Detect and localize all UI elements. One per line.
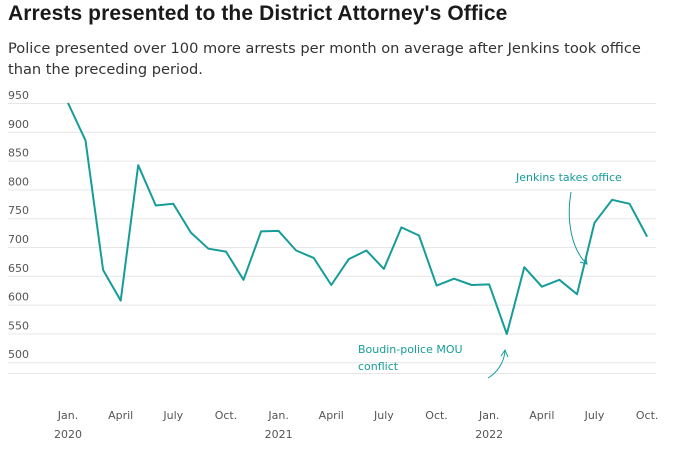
data-point-30 — [594, 222, 596, 224]
data-point-19 — [400, 226, 402, 228]
data-point-1 — [85, 139, 87, 141]
y-tick-label-800: 800 — [8, 175, 29, 188]
data-point-25 — [506, 333, 508, 335]
data-point-18 — [383, 268, 385, 270]
x-tick-year-2021: 2021 — [265, 428, 293, 441]
data-point-27 — [541, 286, 543, 288]
data-point-7 — [190, 232, 192, 234]
x-tick-year-2022: 2022 — [475, 428, 503, 441]
data-point-24 — [488, 283, 490, 285]
x-tick-label-1: April — [108, 409, 133, 422]
x-tick-label-7: Oct. — [425, 409, 448, 422]
x-tick-label-0: Jan. — [57, 409, 78, 422]
y-tick-label-850: 850 — [8, 147, 29, 160]
data-point-23 — [471, 284, 473, 286]
annotation-arrow-boudin — [487, 350, 506, 379]
y-tick-label-750: 750 — [8, 204, 29, 217]
x-tick-label-9: April — [529, 409, 554, 422]
x-tick-label-3: Oct. — [215, 409, 238, 422]
data-point-26 — [523, 266, 525, 268]
y-tick-label-900: 900 — [8, 118, 29, 131]
y-tick-label-700: 700 — [8, 233, 29, 246]
annotations: Jenkins takes office Boudin-police MOU c… — [358, 171, 622, 379]
annotation-jenkins-takes-office: Jenkins takes office — [515, 171, 622, 184]
data-point-10 — [243, 279, 245, 281]
data-point-6 — [172, 203, 174, 205]
y-axis-ticks: 500 550 600 650 700 750 800 850 900 950 — [8, 89, 29, 361]
data-point-31 — [611, 199, 613, 201]
y-tick-label-550: 550 — [8, 319, 29, 332]
data-point-17 — [365, 249, 367, 251]
data-point-8 — [207, 248, 209, 250]
series-line-arrests — [67, 102, 648, 335]
data-point-20 — [418, 234, 420, 236]
data-point-16 — [348, 258, 350, 260]
x-tick-label-4: Jan. — [267, 409, 288, 422]
x-axis-ticks: Jan. 2020 April July Oct. Jan. 2021 April July Oc… — [54, 409, 658, 441]
data-point-28 — [558, 279, 560, 281]
data-point-12 — [278, 230, 280, 232]
x-tick-label-2: July — [162, 409, 183, 422]
data-point-14 — [313, 257, 315, 259]
data-point-29 — [576, 293, 578, 295]
x-tick-year-2020: 2020 — [54, 428, 82, 441]
data-point-4 — [137, 164, 139, 166]
y-tick-label-950: 950 — [8, 89, 29, 102]
x-tick-label-5: April — [319, 409, 344, 422]
data-point-13 — [295, 249, 297, 251]
data-point-9 — [225, 251, 227, 253]
data-point-33 — [646, 236, 648, 238]
y-tick-label-500: 500 — [8, 348, 29, 361]
gridlines — [8, 103, 656, 374]
chart-title: Arrests presented to the District Attorn… — [8, 2, 508, 25]
data-point-32 — [629, 203, 631, 205]
data-point-15 — [330, 284, 332, 286]
data-point-11 — [260, 230, 262, 232]
x-tick-label-10: July — [584, 409, 605, 422]
annotation-arrow-jenkins — [568, 191, 588, 265]
data-point-22 — [453, 278, 455, 280]
data-point-3 — [120, 300, 122, 302]
data-point-21 — [436, 285, 438, 287]
data-point-2 — [102, 269, 104, 271]
arrowhead-jenkins — [579, 256, 588, 265]
data-point-0 — [67, 102, 69, 104]
x-tick-label-6: July — [373, 409, 394, 422]
y-tick-label-600: 600 — [8, 291, 29, 304]
x-tick-label-11: Oct. — [636, 409, 659, 422]
x-tick-label-8: Jan. — [478, 409, 499, 422]
data-point-5 — [155, 205, 157, 207]
annotation-boudin-line2: conflict — [358, 360, 399, 373]
chart-subtitle: Police presented over 100 more arrests p… — [8, 40, 641, 78]
y-tick-label-650: 650 — [8, 262, 29, 275]
arrowhead-boudin — [500, 348, 509, 358]
annotation-boudin-line1: Boudin-police MOU — [358, 343, 463, 356]
